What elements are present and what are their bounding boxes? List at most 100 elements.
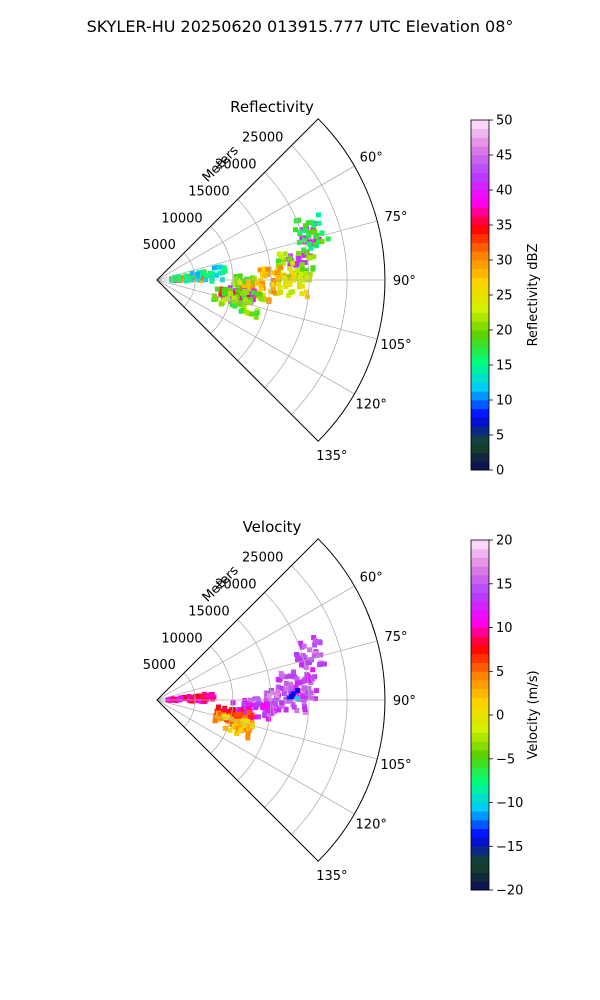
colorbar-band xyxy=(471,338,489,348)
colorbar-band xyxy=(471,207,489,217)
echo-gate xyxy=(295,696,301,702)
echo-gate xyxy=(319,230,325,236)
echo-gate xyxy=(302,707,308,712)
echo-gate xyxy=(235,726,241,732)
echo-gate xyxy=(264,703,270,709)
colorbar-band xyxy=(471,163,489,173)
colorbar-band xyxy=(471,268,489,278)
echo-gate xyxy=(307,647,313,653)
colorbar-label: Reflectivity dBZ xyxy=(526,244,541,347)
echo-gate xyxy=(228,716,234,722)
echo-gate xyxy=(212,718,218,724)
echo-gate xyxy=(256,714,261,720)
angle-tick-label: 105° xyxy=(380,758,411,773)
echo-cells xyxy=(169,212,331,320)
azimuth-line xyxy=(156,640,378,701)
azimuth-line xyxy=(156,699,378,760)
colorbar-tick-label: 10 xyxy=(496,394,513,409)
echo-gate xyxy=(251,275,257,281)
colorbar-band xyxy=(471,400,489,410)
colorbar-band xyxy=(471,776,489,786)
colorbar-band xyxy=(471,881,489,891)
angle-tick-label: 105° xyxy=(380,338,411,353)
colorbar-band xyxy=(471,732,489,742)
echo-gate xyxy=(298,271,304,277)
echo-gate xyxy=(283,674,289,680)
echo-gate xyxy=(245,731,251,737)
echo-gate xyxy=(311,635,317,641)
echo-gate xyxy=(265,271,271,277)
echo-gate xyxy=(262,712,268,718)
echo-gate xyxy=(249,723,255,729)
echo-gate xyxy=(203,272,209,278)
colorbar-band xyxy=(471,828,489,838)
echo-gate xyxy=(237,273,243,279)
echo-gate xyxy=(302,223,308,229)
echo-gate xyxy=(248,297,254,302)
colorbar-band xyxy=(471,260,489,270)
colorbar-tick-label: 25 xyxy=(496,289,513,304)
echo-gate xyxy=(253,314,259,320)
colorbar-band xyxy=(471,575,489,585)
echo-gate xyxy=(222,268,228,274)
colorbar-band xyxy=(471,758,489,768)
echo-gate xyxy=(183,278,189,284)
echo-gate xyxy=(303,271,309,276)
colorbar-band xyxy=(471,146,489,156)
echo-gate xyxy=(294,273,300,279)
echo-gate xyxy=(268,711,274,717)
colorbar-band xyxy=(471,688,489,698)
colorbar-band xyxy=(471,303,489,313)
echo-gate xyxy=(296,239,302,245)
echo-gate xyxy=(270,278,276,283)
echo-gate xyxy=(299,291,305,297)
echo-gate xyxy=(232,299,237,305)
colorbar-band xyxy=(471,671,489,681)
echo-gate xyxy=(314,233,320,239)
colorbar-band xyxy=(471,461,489,471)
angle-tick-label: 120° xyxy=(356,398,387,413)
echo-gate xyxy=(325,236,331,242)
echo-gate xyxy=(242,723,248,728)
echo-gate xyxy=(283,279,289,284)
echo-gate xyxy=(271,270,277,276)
echo-gate xyxy=(299,266,305,272)
echo-gate xyxy=(265,716,271,722)
echo-gate xyxy=(256,702,261,708)
colorbar-band xyxy=(471,618,489,628)
colorbar-band xyxy=(471,312,489,322)
colorbar-band xyxy=(471,802,489,812)
echo-gate xyxy=(308,229,314,235)
echo-gate xyxy=(266,693,272,699)
colorbar-band xyxy=(471,548,489,558)
echo-gate xyxy=(302,710,308,715)
echo-gate xyxy=(302,252,308,258)
colorbar-band xyxy=(471,715,489,725)
echo-gate xyxy=(275,689,281,695)
echo-gate xyxy=(303,665,309,670)
echo-gate xyxy=(173,276,179,282)
sector-outline xyxy=(156,538,386,862)
colorbar-band xyxy=(471,216,489,226)
angle-tick-label: 90° xyxy=(393,694,416,709)
echo-gate xyxy=(307,272,313,277)
azimuth-line xyxy=(156,165,355,281)
echo-gate xyxy=(243,297,248,303)
colorbar-band xyxy=(471,645,489,655)
echo-gate xyxy=(183,273,189,279)
echo-gate xyxy=(287,266,293,272)
echo-cell-10 xyxy=(186,691,217,703)
echo-gate xyxy=(245,735,251,741)
echo-gate xyxy=(181,695,187,700)
echo-gate xyxy=(305,693,311,699)
echo-gate xyxy=(242,284,247,290)
colorbar-tick-label: 35 xyxy=(496,219,513,234)
colorbar-band xyxy=(471,837,489,847)
echo-gate xyxy=(249,702,255,708)
echo-gate xyxy=(212,293,217,299)
echo-gate xyxy=(315,239,321,245)
colorbar-band xyxy=(471,680,489,690)
echo-gate xyxy=(260,292,266,298)
